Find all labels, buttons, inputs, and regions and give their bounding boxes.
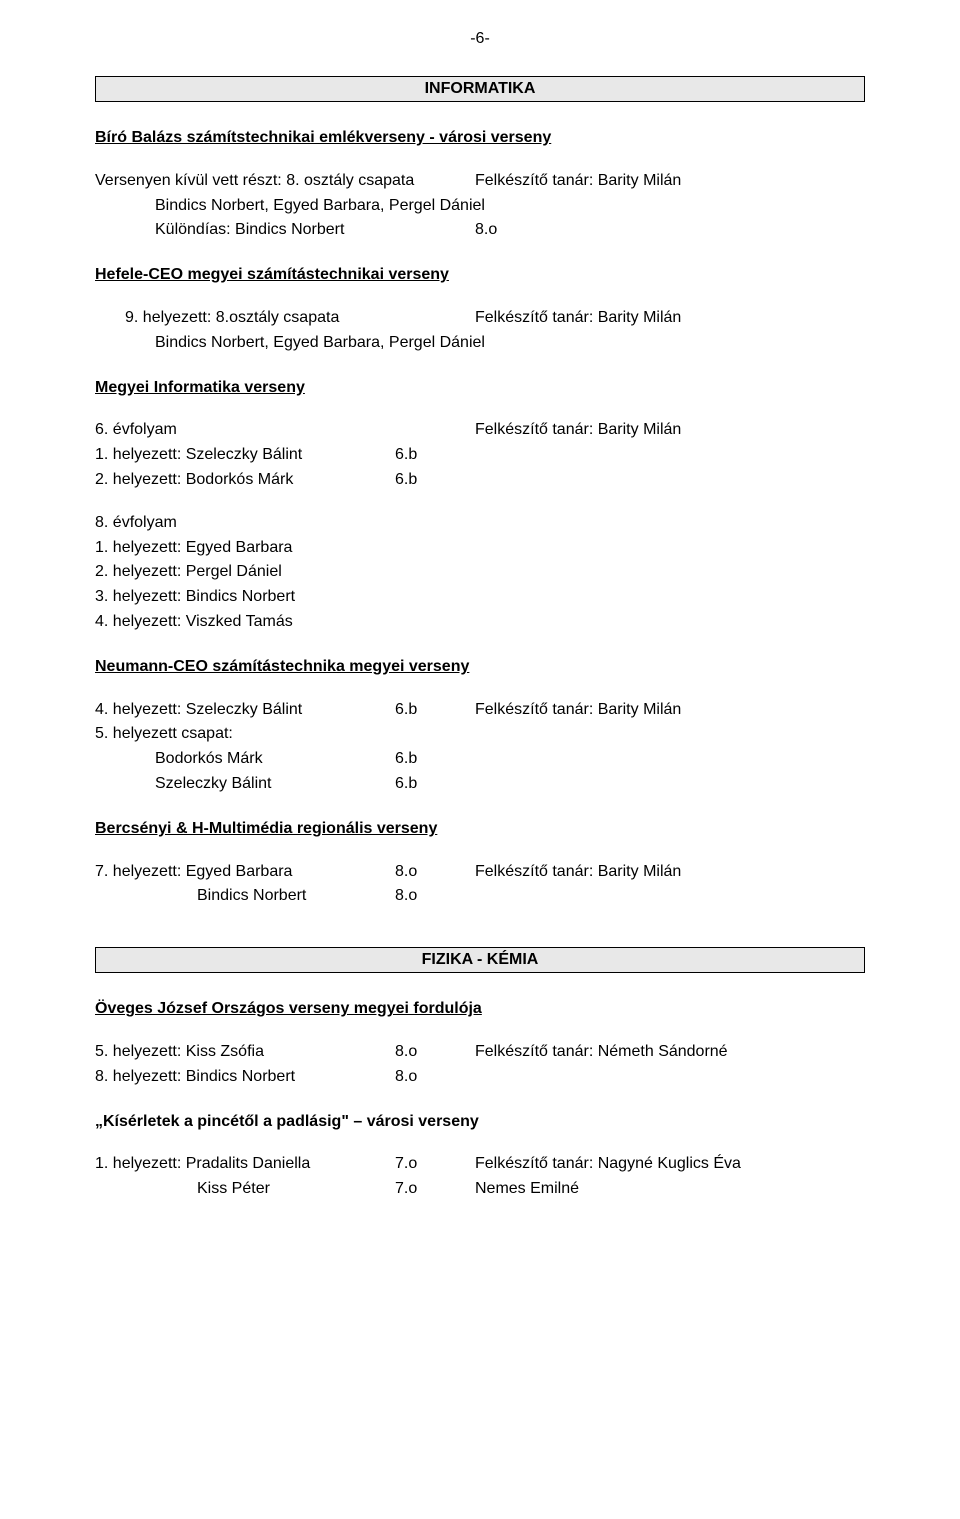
text-class: 8.o: [395, 886, 417, 907]
text: Bodorkós Márk: [155, 749, 395, 770]
heading-kiserletek: „Kísérletek a pincétől a padlásig" – vár…: [95, 1112, 865, 1133]
text: 4. helyezett: Viszked Tamás: [95, 612, 865, 633]
text: Különdías: Bindics Norbert: [155, 220, 475, 241]
text-coach: Felkészítő tanár: Németh Sándorné: [475, 1042, 728, 1063]
text-class: 6.b: [395, 774, 417, 795]
text: 1. helyezett: Egyed Barbara: [95, 538, 865, 559]
text: 9. helyezett: 8.osztály csapata: [125, 308, 475, 329]
text-class: 6.b: [395, 749, 417, 770]
text-class: 6.b: [395, 445, 417, 466]
text-coach: Felkészítő tanár: Barity Milán: [475, 420, 865, 441]
heading-neumann-ceo: Neumann-CEO számítástechnika megyei vers…: [95, 657, 865, 678]
text-coach: Felkészítő tanár: Nagyné Kuglics Éva: [475, 1154, 741, 1175]
heading-bercsenyi: Bercsényi & H-Multimédia regionális vers…: [95, 819, 865, 840]
text-participants: Bindics Norbert, Egyed Barbara, Pergel D…: [95, 333, 865, 354]
page-number: -6-: [95, 30, 865, 48]
text-grade: 6. évfolyam: [95, 420, 475, 441]
text-coach: Felkészítő tanár: Barity Milán: [475, 700, 681, 721]
text-coach: Nemes Emilné: [475, 1179, 579, 1200]
text-class: 8.o: [395, 862, 475, 883]
heading-hefele-ceo: Hefele-CEO megyei számítástechnikai vers…: [95, 265, 865, 286]
text-class: 7.o: [395, 1154, 475, 1175]
text: 8. helyezett: Bindics Norbert: [95, 1067, 395, 1088]
heading-oveges: Öveges József Országos verseny megyei fo…: [95, 999, 865, 1020]
text: 1. helyezett: Szeleczky Bálint: [95, 445, 395, 466]
heading-megyei-informatika: Megyei Informatika verseny: [95, 378, 865, 399]
text-class: 8.o: [395, 1042, 475, 1063]
section-header-fizika-kemia: FIZIKA - KÉMIA: [95, 947, 865, 973]
text: 7. helyezett: Egyed Barbara: [95, 862, 395, 883]
section-header-informatika: INFORMATIKA: [95, 76, 865, 102]
text: 1. helyezett: Pradalits Daniella: [95, 1154, 395, 1175]
text-coach: Felkészítő tanár: Barity Milán: [475, 171, 865, 192]
text-participants: Bindics Norbert, Egyed Barbara, Pergel D…: [95, 196, 865, 217]
text-grade: 8. évfolyam: [95, 513, 865, 534]
text: 2. helyezett: Bodorkós Márk: [95, 470, 395, 491]
text: Bindics Norbert: [95, 886, 395, 907]
text-class: 8.o: [395, 1067, 417, 1088]
text: Versenyen kívül vett részt: 8. osztály c…: [95, 171, 475, 192]
text: 4. helyezett: Szeleczky Bálint: [95, 700, 395, 721]
text-coach: Felkészítő tanár: Barity Milán: [475, 308, 681, 329]
text: Szeleczky Bálint: [155, 774, 395, 795]
text: 5. helyezett csapat:: [95, 724, 865, 745]
text-class: 8.o: [475, 220, 497, 241]
text: Kiss Péter: [95, 1179, 395, 1200]
text: 2. helyezett: Pergel Dániel: [95, 562, 865, 583]
text-coach: Felkészítő tanár: Barity Milán: [475, 862, 681, 883]
text: 3. helyezett: Bindics Norbert: [95, 587, 865, 608]
heading-biro-balazs: Bíró Balázs számítstechnikai emlékversen…: [95, 128, 865, 149]
text-class: 7.o: [395, 1179, 475, 1200]
text-class: 6.b: [395, 470, 417, 491]
page-container: -6- INFORMATIKA Bíró Balázs számítstechn…: [0, 0, 960, 1284]
text-class: 6.b: [395, 700, 475, 721]
text: 5. helyezett: Kiss Zsófia: [95, 1042, 395, 1063]
